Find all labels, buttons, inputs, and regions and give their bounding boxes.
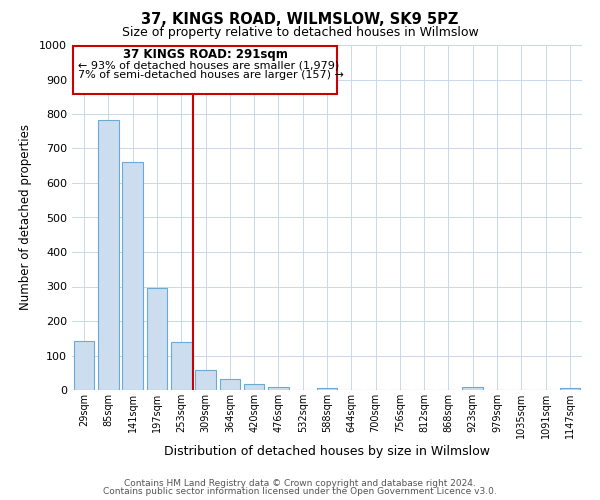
Bar [317, 388, 337, 390]
Bar [73, 46, 337, 94]
Text: ← 93% of detached houses are smaller (1,979): ← 93% of detached houses are smaller (1,… [78, 60, 340, 70]
Bar [195, 370, 216, 390]
Text: Size of property relative to detached houses in Wilmslow: Size of property relative to detached ho… [122, 26, 478, 39]
X-axis label: Distribution of detached houses by size in Wilmslow: Distribution of detached houses by size … [164, 445, 490, 458]
Bar [560, 388, 580, 390]
Bar [146, 288, 167, 390]
Bar [463, 386, 483, 390]
Text: 37, KINGS ROAD, WILMSLOW, SK9 5PZ: 37, KINGS ROAD, WILMSLOW, SK9 5PZ [142, 12, 458, 28]
Bar [244, 384, 265, 390]
Y-axis label: Number of detached properties: Number of detached properties [19, 124, 32, 310]
Bar [220, 380, 240, 390]
Bar [268, 387, 289, 390]
Bar [74, 340, 94, 390]
Text: Contains HM Land Registry data © Crown copyright and database right 2024.: Contains HM Land Registry data © Crown c… [124, 478, 476, 488]
Text: 7% of semi-detached houses are larger (157) →: 7% of semi-detached houses are larger (1… [78, 70, 344, 81]
Bar [98, 120, 119, 390]
Text: Contains public sector information licensed under the Open Government Licence v3: Contains public sector information licen… [103, 487, 497, 496]
Bar [171, 342, 191, 390]
Bar [122, 162, 143, 390]
Text: 37 KINGS ROAD: 291sqm: 37 KINGS ROAD: 291sqm [122, 48, 287, 61]
